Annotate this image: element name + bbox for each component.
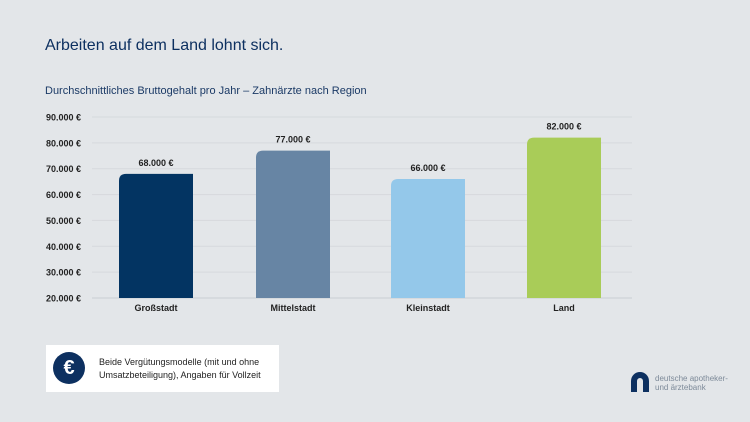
data-label: 77.000 € — [275, 135, 310, 145]
y-tick-label: 50.000 € — [46, 216, 81, 226]
page-title: Arbeiten auf dem Land lohnt sich. — [45, 37, 284, 54]
logo-mark-icon — [631, 372, 649, 392]
y-tick-label: 70.000 € — [46, 164, 81, 174]
bar — [119, 173, 193, 298]
bar-chart: 20.000 € 30.000 € 40.000 € 50.000 € 60.000 €… — [46, 113, 632, 313]
y-tick-label: 40.000 € — [46, 242, 81, 252]
y-tick-label: 30.000 € — [46, 268, 81, 278]
y-tick-label: 20.000 € — [46, 294, 81, 304]
euro-icon: € — [53, 352, 85, 384]
note-line-1: Beide Vergütungsmodelle (mit und ohne — [99, 357, 260, 367]
x-tick-label: Großstadt — [134, 303, 177, 313]
logo-text-line-1: deutsche apotheker- — [655, 374, 728, 383]
note-line-2: Umsatzbeteiligung), Angaben für Vollzeit — [99, 370, 261, 380]
x-tick-label: Kleinstadt — [406, 303, 450, 313]
data-label: 66.000 € — [410, 163, 445, 173]
logo-text-line-2: und ärztebank — [655, 383, 706, 392]
chart-title: Durchschnittliches Bruttogehalt pro Jahr… — [45, 85, 367, 97]
data-label: 82.000 € — [546, 122, 581, 132]
y-tick-label: 60.000 € — [46, 190, 81, 200]
bar — [391, 179, 465, 298]
bar — [256, 150, 330, 298]
info-note: € Beide Vergütungsmodelle (mit und ohne … — [46, 345, 279, 392]
x-tick-label: Land — [553, 303, 575, 313]
y-tick-label: 90.000 € — [46, 113, 81, 123]
x-tick-label: Mittelstadt — [271, 303, 316, 313]
y-tick-label: 80.000 € — [46, 138, 81, 148]
data-label: 68.000 € — [138, 158, 173, 168]
bar — [527, 137, 601, 298]
